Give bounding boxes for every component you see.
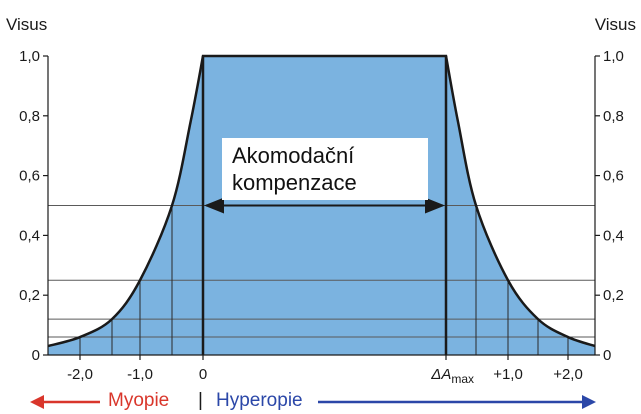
x-tick-label-5: +1,0 (493, 366, 523, 383)
y-tick-label-right-5: 0,2 (603, 287, 624, 304)
hyperopia-arrowhead (582, 395, 596, 409)
myopia-arrowhead (30, 395, 44, 409)
legend-separator: | (198, 390, 203, 411)
axis-layer (43, 55, 600, 360)
curve-layer (47, 54, 596, 355)
x-tick-label-4: ΔAmax (430, 366, 474, 386)
x-tick-label-2: -1,0 (127, 366, 153, 383)
y-tick-label-left-5: 0,2 (19, 287, 40, 304)
x-tick-label-6: +2,0 (553, 366, 583, 383)
legend-hyperopia: Hyperopie (216, 390, 303, 411)
y-axis-title-left: Visus (6, 15, 47, 34)
legend-myopia: Myopie (108, 390, 170, 411)
visus-curve (47, 54, 596, 348)
y-tick-label-left-2: 0,8 (19, 108, 40, 125)
y-tick-label-left-4: 0,4 (19, 227, 40, 244)
annotation-line-2: kompenzace (232, 170, 357, 195)
text-layer: Visus Visus 1,0 1,0 0,8 0,8 0,6 0,6 0,4 0,4 0,2 0,2… (6, 15, 636, 409)
y-tick-label-right-4: 0,4 (603, 227, 624, 244)
y-tick-label-left-3: 0,6 (19, 168, 40, 185)
x-tick-label-3: 0 (199, 366, 207, 383)
accommodation-annotation: Akomodační kompenzace (222, 138, 428, 200)
y-tick-label-right-3: 0,6 (603, 168, 624, 185)
y-tick-label-left-1: 1,0 (19, 48, 40, 65)
y-tick-label-right-6: 0 (603, 347, 611, 364)
x-tick-label-1: -2,0 (67, 366, 93, 383)
annotation-line-1: Akomodační (232, 143, 355, 168)
y-axis-title-right: Visus (595, 15, 636, 34)
legend: Myopie | Hyperopie (0, 390, 641, 414)
y-tick-label-left-6: 0 (32, 347, 40, 364)
y-tick-label-right-2: 0,8 (603, 108, 624, 125)
y-tick-label-right-1: 1,0 (603, 48, 624, 65)
x-tick-label-subscript: max (451, 372, 474, 386)
